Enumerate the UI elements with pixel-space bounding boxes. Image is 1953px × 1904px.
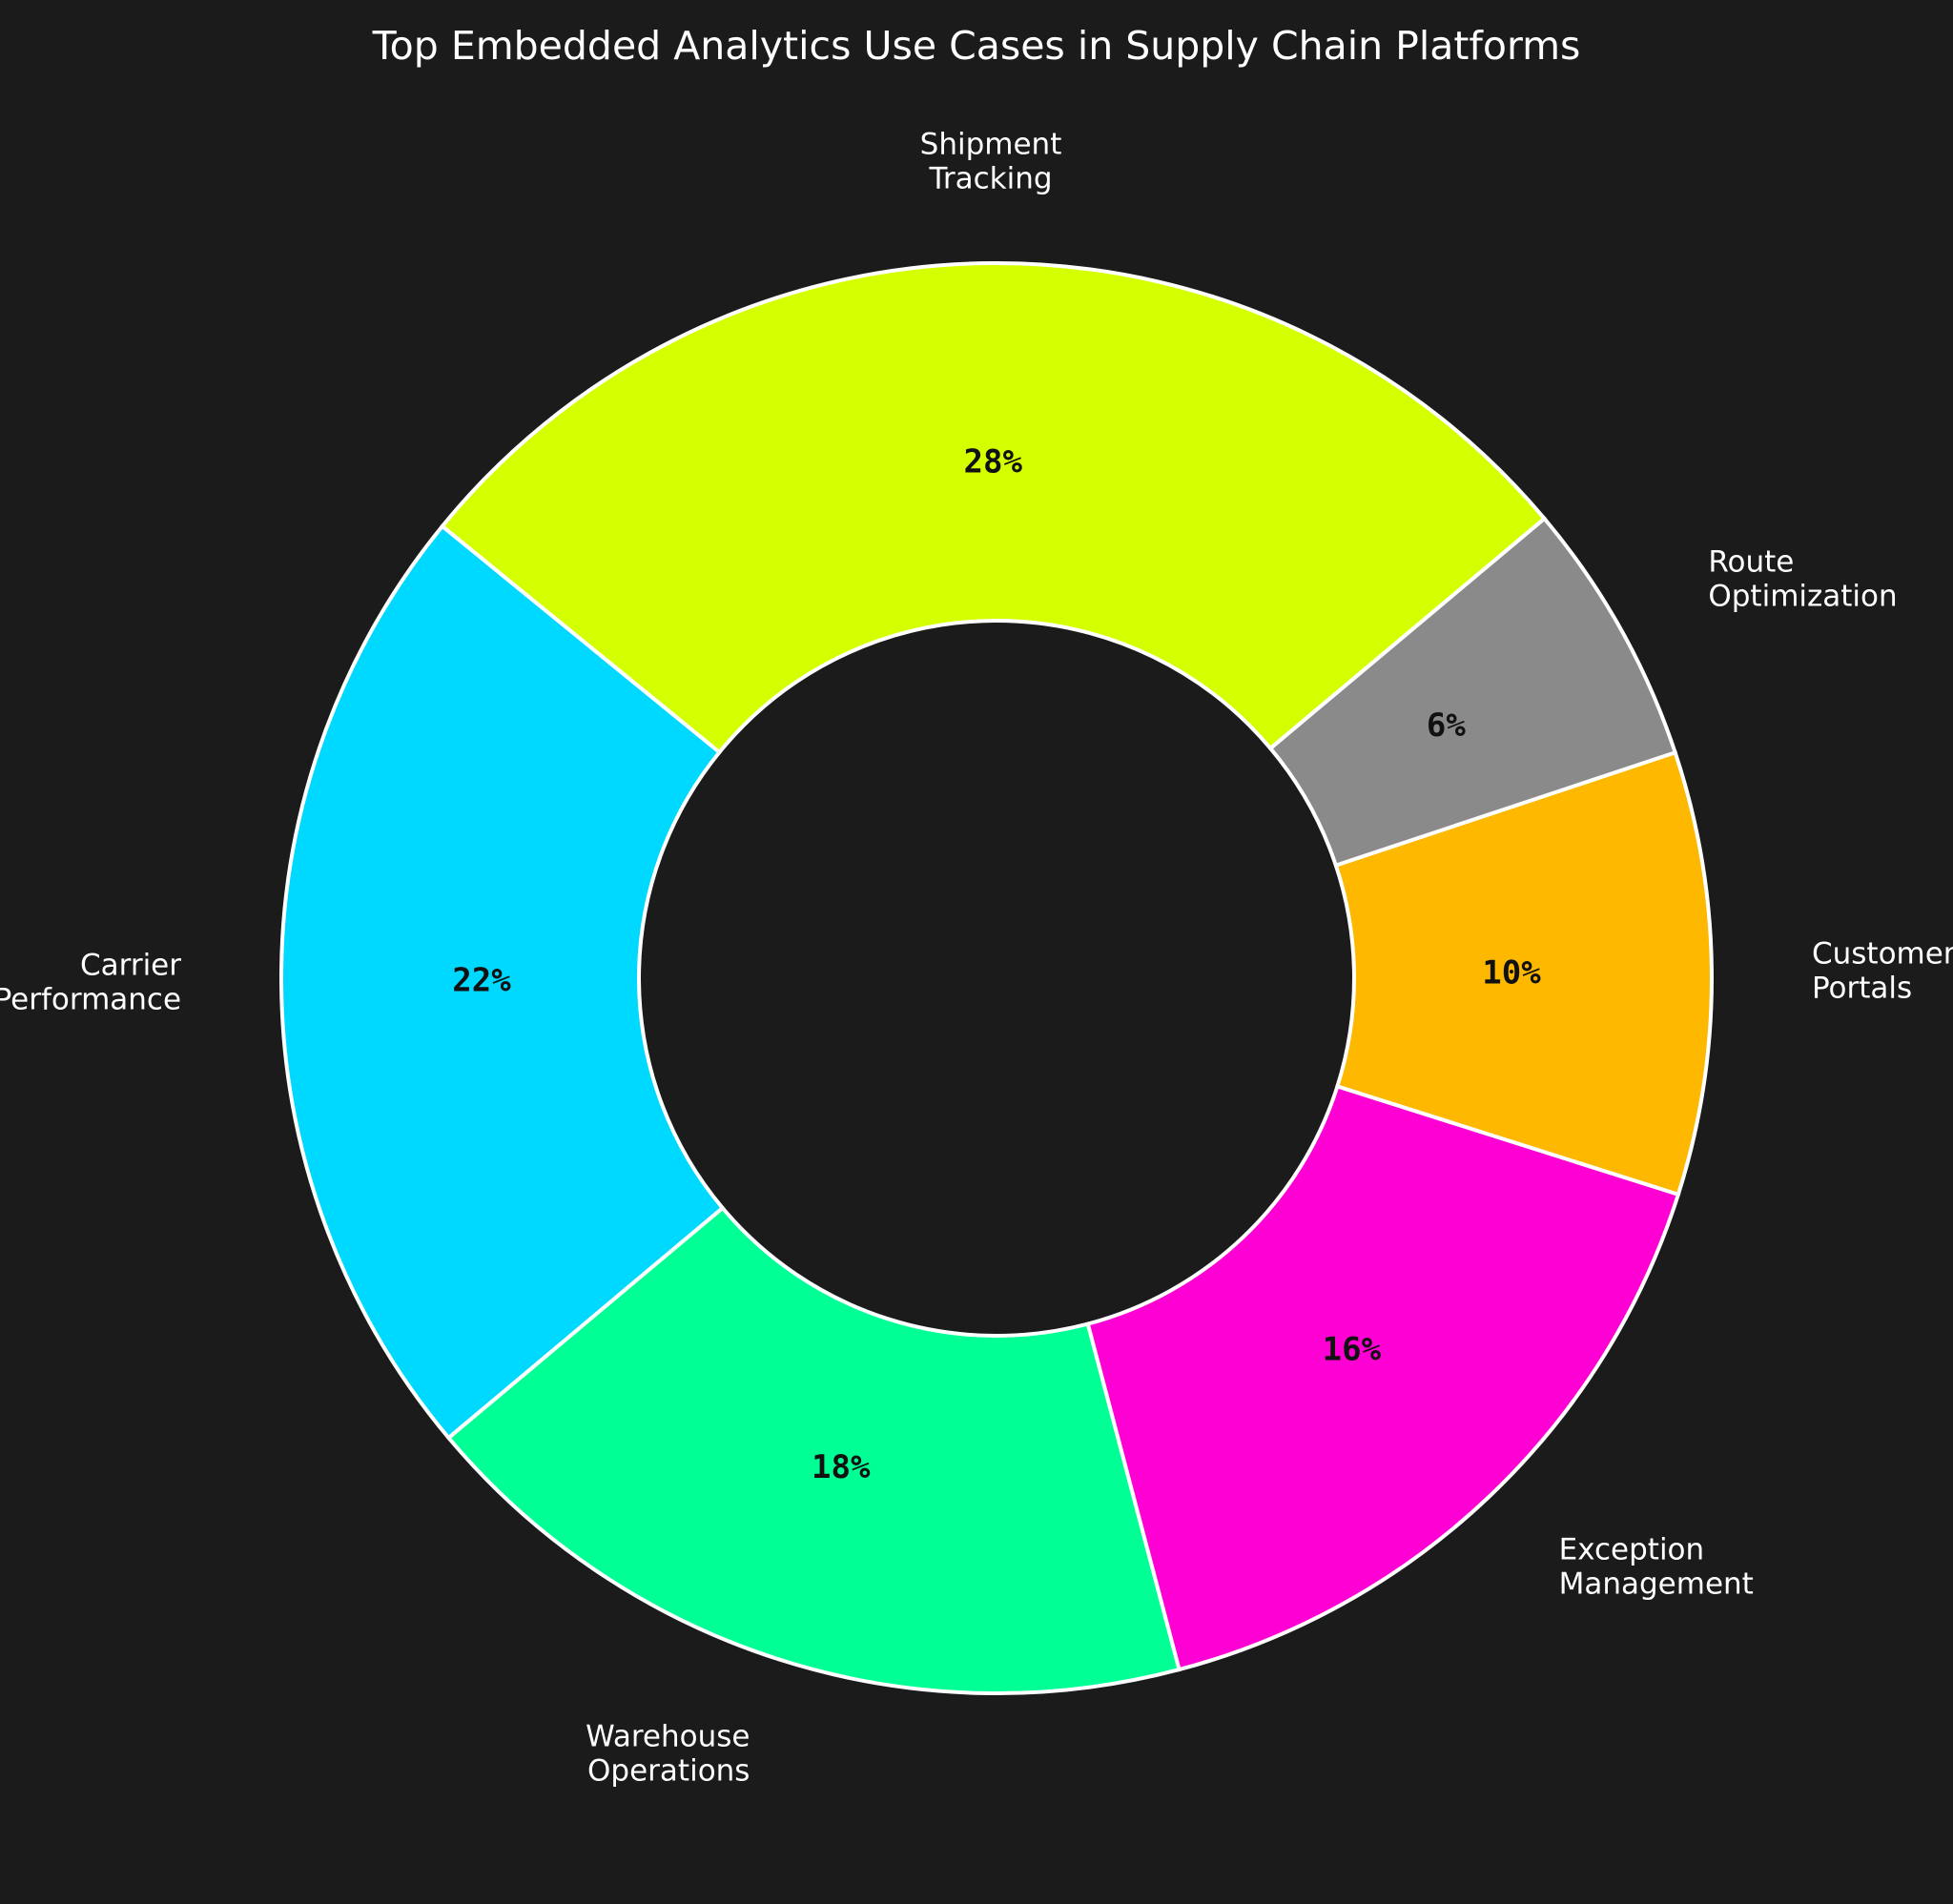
label-exception-management: Exception Management	[1559, 1533, 1754, 1602]
percentage-labels: 28% 22% 18% 16% 10% 6%	[452, 443, 1541, 1487]
pct-warehouse-operations: 18%	[812, 1448, 871, 1486]
slice-customer-portals	[1333, 749, 1714, 1198]
donut-slices	[279, 261, 1714, 1695]
label-shipment-tracking: Shipment Tracking	[920, 128, 1062, 196]
chart-title: Top Embedded Analytics Use Cases in Supp…	[372, 23, 1581, 69]
label-carrier-performance: Carrier Performance	[0, 948, 181, 1016]
label-warehouse-operations: Warehouse Operations	[586, 1719, 750, 1788]
label-route-optimization: Route Optimization	[1708, 544, 1897, 613]
slice-carrier-performance	[279, 523, 726, 1441]
slice-route-optimization	[1267, 516, 1678, 869]
pct-customer-portals: 10%	[1482, 954, 1541, 993]
pct-shipment-tracking: 28%	[964, 443, 1023, 481]
slice-exception-management	[1085, 1083, 1681, 1672]
pct-carrier-performance: 22%	[452, 961, 511, 999]
pct-route-optimization: 6%	[1427, 706, 1466, 745]
pct-exception-management: 16%	[1323, 1331, 1382, 1369]
category-labels: Shipment Tracking Carrier Performance Wareho…	[0, 128, 1953, 1789]
label-customer-portals: Customer Portals	[1812, 937, 1953, 1006]
slice-shipment-tracking	[439, 261, 1548, 755]
slice-warehouse-operations	[445, 1205, 1182, 1695]
